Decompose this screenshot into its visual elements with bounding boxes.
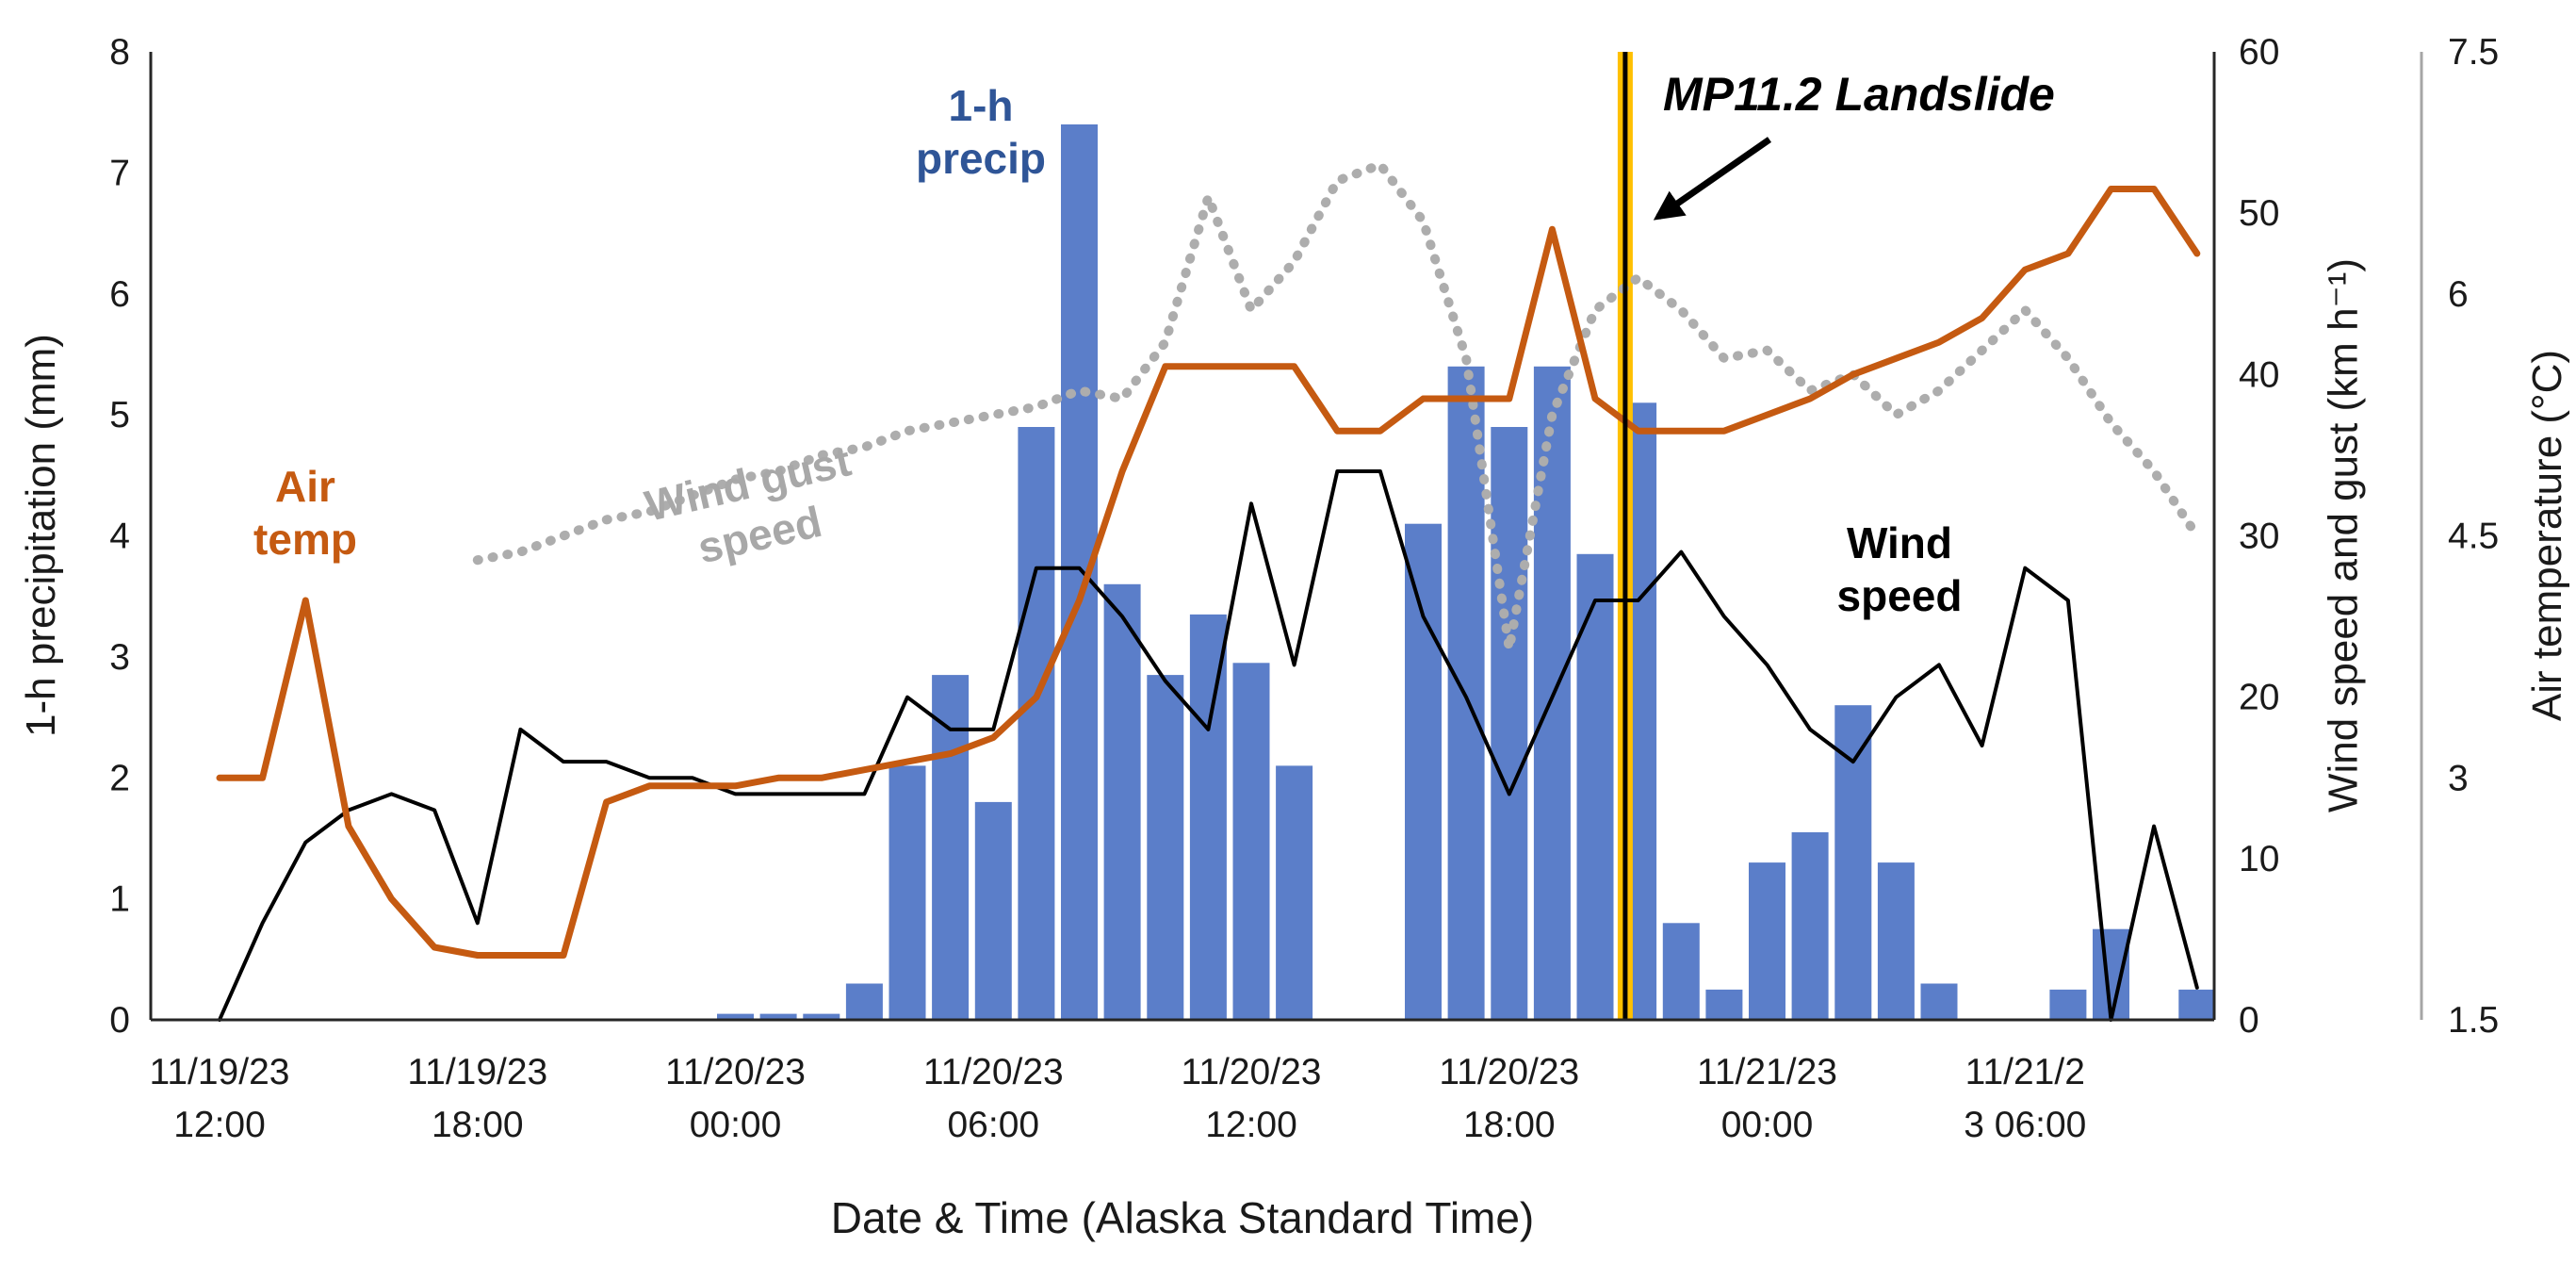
precip-bar [1705,989,1743,1020]
x-tick-label-time: 3 06:00 [1964,1105,2086,1145]
precip-bar [1276,765,1313,1020]
precip-bar [974,801,1012,1020]
wind-tick-label: 0 [2239,1000,2259,1041]
precip-bar [889,765,926,1020]
wind-tick-label: 10 [2239,839,2279,879]
x-tick-label-time: 00:00 [1721,1105,1814,1145]
x-tick-label-time: 12:00 [1205,1105,1297,1145]
x-tick-label-date: 11/21/23 [1697,1052,1837,1092]
precip-bar [2049,989,2087,1020]
precip-bar [1791,832,1829,1020]
precip-bar [759,1013,797,1020]
landslide-arrow [1653,137,1771,221]
precip-bar [1834,705,1872,1020]
precip-bar [1662,923,1700,1020]
x-tick-label-time: 12:00 [173,1105,266,1145]
air-temp-label: Air temp [253,462,357,565]
precip-bar [1576,553,1614,1020]
temp-tick-label: 7.5 [2448,32,2499,73]
precip-tick-label: 2 [109,758,130,798]
precip-bar [1920,983,1958,1020]
precip-tick-label: 7 [109,153,130,193]
x-tick-label-time: 18:00 [432,1105,524,1145]
precip-bar [1877,862,1915,1020]
precip-bar [1749,862,1785,1020]
wind-tick-label: 30 [2239,517,2279,557]
x-tick-label-date: 11/20/23 [1182,1052,1322,1092]
x-tick-label-date: 11/19/23 [150,1052,290,1092]
wind-tick-label: 40 [2239,354,2279,395]
x-tick-label-date: 11/19/23 [407,1052,547,1092]
precip-bar [1232,663,1270,1020]
precip-bar [932,675,970,1020]
wind_speed-line [218,469,2199,1022]
temp-tick-label: 3 [2448,758,2469,798]
precip-bar [1491,427,1528,1020]
precip-tick-label: 4 [109,517,130,557]
precip-bar [2178,989,2216,1020]
precip-bar [1189,614,1227,1020]
x-tick-label-time: 18:00 [1463,1105,1556,1145]
wind_gust-line [472,159,2202,654]
wind-tick-label: 20 [2239,678,2279,718]
precip-tick-label: 1 [109,879,130,920]
temp-tick-label: 4.5 [2448,517,2499,557]
precip-tick-label: 0 [109,1000,130,1041]
x-tick-label-date: 11/21/2 [1965,1052,2085,1092]
precip-label: 1-h precip [915,81,1047,184]
wind-tick-label: 60 [2239,32,2279,73]
x-tick-label-time: 00:00 [690,1105,782,1145]
precip-bar [1405,523,1442,1020]
landslide-label: MP11.2 Landslide [1663,68,2055,121]
x-tick-label-date: 11/20/23 [923,1052,1064,1092]
precip-bar [1103,583,1141,1020]
air_temp-line [216,186,2201,959]
precip-tick-label: 3 [109,637,130,678]
x-tick-label-date: 11/20/23 [1439,1052,1579,1092]
y-axis-title-temp: Air temperature (°C) [2524,349,2570,722]
precip-tick-label: 5 [109,395,130,435]
precip-bar [1147,675,1184,1020]
wind-tick-label: 50 [2239,193,2279,234]
precip-bar [1447,366,1485,1020]
precip-bar [803,1013,840,1020]
y-axis-title-precip: 1-h precipitation (mm) [18,334,64,737]
y-axis-title-wind: Wind speed and gust (km h⁻¹) [2320,257,2367,813]
temp-tick-label: 6 [2448,274,2469,315]
precip-tick-label: 8 [109,32,130,73]
precip-bar [1018,427,1055,1020]
precip-tick-label: 6 [109,274,130,315]
precip-bar [845,983,883,1020]
precip-bar [717,1013,754,1020]
x-tick-label-time: 06:00 [947,1105,1039,1145]
wind-speed-label: Wind speed [1836,518,1963,621]
x-tick-label-date: 11/20/23 [665,1052,806,1092]
temp-tick-label: 1.5 [2448,1000,2499,1041]
x-axis-title: Date & Time (Alaska Standard Time) [830,1193,1535,1242]
